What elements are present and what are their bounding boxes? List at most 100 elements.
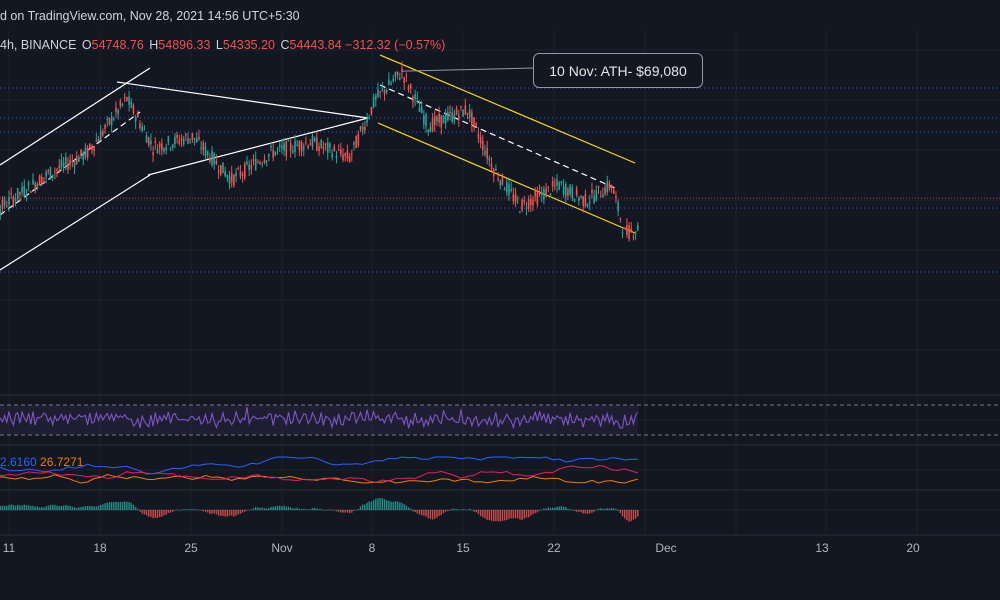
macd-bar: [370, 501, 373, 510]
candle-body: [591, 189, 593, 194]
descending-channel-lower: [377, 122, 636, 234]
macd-bar: [202, 510, 205, 512]
candle-body: [357, 133, 360, 146]
candle-body: [532, 199, 534, 206]
time-axis[interactable]: 11 18 25 Nov 8 15 22 Dec 13 20: [3, 541, 920, 555]
candle-body: [492, 169, 495, 177]
candle-body: [51, 174, 54, 177]
macd-bar: [340, 510, 342, 513]
candle-body: [436, 116, 438, 122]
macd-bar: [143, 510, 146, 515]
descending-channel-upper: [379, 54, 636, 164]
candle-body: [564, 183, 567, 197]
x-tick-label: 15: [456, 541, 470, 555]
candle-body: [285, 141, 288, 156]
macd-bar: [549, 507, 552, 510]
high-value: 54896.33: [158, 38, 211, 52]
candle-body: [200, 147, 202, 150]
candle-body: [547, 186, 550, 188]
candlestick-series: [0, 61, 639, 242]
macd-bar: [418, 510, 421, 515]
candle-body: [399, 77, 401, 80]
candle-body: [471, 112, 473, 126]
candle-body: [250, 165, 253, 170]
macd-bar: [621, 510, 624, 517]
candle-body: [488, 158, 491, 161]
macd-bar: [438, 510, 440, 516]
macd-bar: [401, 502, 403, 510]
macd-bar: [113, 501, 115, 510]
macd-bar: [589, 510, 591, 514]
candle-body: [244, 163, 246, 179]
macd-bar: [519, 510, 521, 520]
macd-bar: [569, 509, 571, 510]
candle-body: [3, 199, 6, 206]
macd-bar: [490, 510, 493, 521]
candle-body: [259, 162, 261, 164]
macd-bar: [47, 505, 49, 510]
macd-bar: [58, 506, 60, 510]
candle-body: [335, 155, 338, 159]
candle-body: [394, 72, 397, 77]
ath-callout[interactable]: 10 Nov: ATH- $69,080: [533, 53, 703, 88]
candle-body: [484, 150, 486, 155]
macd-bar: [351, 510, 353, 513]
candle-body: [145, 135, 148, 143]
candle-body: [281, 145, 283, 149]
macd-bar: [56, 505, 58, 510]
candle-body: [272, 150, 274, 158]
candle-body: [91, 146, 93, 151]
macd-bar: [506, 510, 508, 520]
candle-body: [558, 182, 560, 190]
macd-bar: [530, 510, 532, 516]
candle-body: [248, 164, 250, 170]
macd-bar: [252, 508, 255, 510]
candle-body: [549, 193, 552, 196]
macd-bar: [235, 510, 237, 516]
candle-body: [47, 170, 50, 173]
macd-bar: [512, 510, 515, 519]
candle-body: [316, 137, 318, 151]
candle-body: [246, 161, 248, 165]
candle-body: [490, 163, 493, 170]
candle-body: [121, 103, 124, 105]
macd-bar: [95, 506, 98, 510]
candle-body: [257, 162, 259, 164]
macd-bar: [78, 507, 80, 510]
candle-body: [141, 126, 143, 131]
candle-body: [510, 188, 512, 191]
macd-bar: [137, 508, 139, 510]
macd-bar: [106, 502, 108, 510]
macd-bar: [434, 510, 436, 519]
candle-body: [514, 193, 517, 203]
macd-bar: [108, 502, 111, 510]
candle-body: [80, 149, 82, 156]
candle-body: [324, 143, 327, 146]
candle-body: [409, 84, 412, 89]
macd-bar: [6, 505, 8, 510]
candle-body: [604, 187, 606, 195]
candle-body: [14, 198, 17, 201]
macd-bar: [51, 504, 54, 510]
macd-bar: [368, 501, 370, 510]
candle-body: [283, 143, 285, 151]
macd-bar: [366, 502, 368, 510]
macd-bar: [610, 508, 613, 510]
open-value: 54748.76: [91, 38, 144, 52]
candle-body: [431, 118, 434, 131]
macd-bar: [134, 507, 137, 510]
macd-bar: [604, 508, 606, 510]
candle-body: [6, 206, 8, 208]
candle-body: [261, 163, 264, 165]
macd-bar: [383, 499, 386, 510]
macd-bar: [187, 509, 189, 510]
candle-body: [60, 159, 63, 168]
candle-body: [379, 91, 381, 93]
macd-bar: [473, 510, 475, 512]
macd-bar: [178, 510, 180, 511]
candle-body: [333, 146, 336, 151]
candle-body: [215, 160, 218, 165]
macd-bar: [246, 510, 248, 511]
macd-bar: [165, 510, 167, 515]
